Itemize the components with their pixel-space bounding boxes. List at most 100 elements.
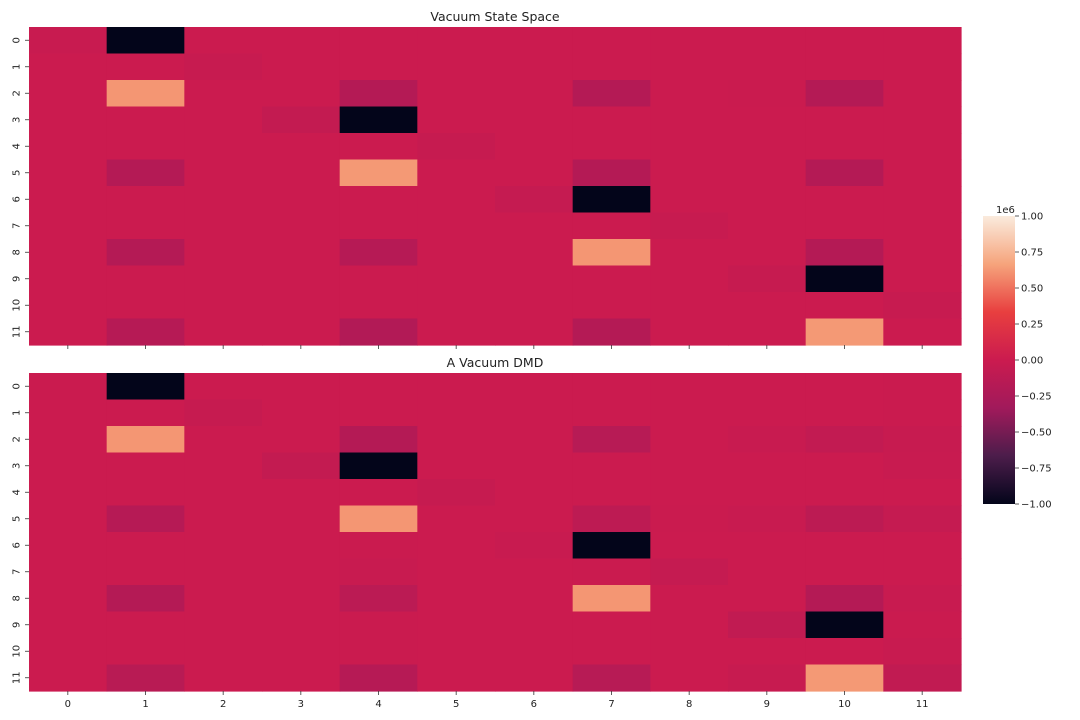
heatmap-cell: [728, 611, 807, 639]
heatmap-cell: [417, 532, 496, 560]
y-tick-label: 8: [12, 249, 23, 255]
y-tick-label: 7: [12, 223, 23, 229]
y-tick-label: 9: [12, 276, 23, 282]
heatmap-cell: [29, 292, 108, 320]
heatmap-cell: [262, 664, 341, 692]
heatmap-cell: [262, 638, 341, 666]
heatmap-cell: [650, 585, 729, 613]
heatmap-cell: [883, 80, 962, 108]
heatmap-cell: [572, 532, 651, 560]
heatmap-cell: [339, 133, 418, 161]
heatmap-cell: [184, 239, 263, 267]
heatmap-cell: [650, 53, 729, 81]
colorbar-tick-label: 0.75: [1021, 248, 1043, 259]
heatmap-cell: [728, 159, 807, 187]
heatmap-cell: [650, 505, 729, 533]
heatmap-cell: [184, 318, 263, 346]
heatmap-cell: [728, 133, 807, 161]
heatmap-cell: [29, 159, 108, 187]
heatmap-cell: [262, 532, 341, 560]
heatmap-cell: [262, 558, 341, 586]
heatmap-cell: [883, 479, 962, 507]
heatmap-cell: [650, 265, 729, 293]
y-tick-label: 3: [12, 117, 23, 123]
heatmap-cell: [572, 159, 651, 187]
x-tick-label: 0: [65, 699, 71, 710]
heatmap-cell: [495, 159, 574, 187]
heatmap-cell: [184, 558, 263, 586]
heatmap-cell: [106, 318, 185, 346]
heatmap-cell: [650, 399, 729, 427]
heatmap-cell: [339, 505, 418, 533]
heatmap-cell: [339, 426, 418, 454]
heatmap-cell: [883, 53, 962, 81]
heatmap-cell: [572, 186, 651, 214]
heatmap-cell: [650, 159, 729, 187]
heatmap-cell: [106, 265, 185, 293]
heatmap-cells: [29, 373, 962, 692]
heatmap-cell: [805, 239, 884, 267]
heatmap-cell: [572, 505, 651, 533]
heatmap-cell: [417, 265, 496, 293]
heatmap-cell: [106, 373, 185, 401]
heatmap-cell: [262, 27, 341, 55]
heatmap-cell: [262, 426, 341, 454]
y-tick-label: 5: [12, 516, 23, 522]
heatmap-cell: [106, 505, 185, 533]
heatmap-cell: [29, 479, 108, 507]
heatmap-cell: [572, 373, 651, 401]
heatmap-cell: [495, 399, 574, 427]
heatmap-cell: [29, 53, 108, 81]
heatmap-cell: [728, 27, 807, 55]
heatmap-cell: [417, 426, 496, 454]
heatmap-cell: [495, 239, 574, 267]
heatmap-cell: [184, 532, 263, 560]
heatmap-cell: [262, 159, 341, 187]
heatmap-cell: [417, 239, 496, 267]
heatmap-cell: [805, 611, 884, 639]
heatmap-cell: [29, 452, 108, 480]
heatmap-cell: [339, 532, 418, 560]
heatmap-cell: [262, 133, 341, 161]
heatmap-cell: [883, 186, 962, 214]
heatmap-cell: [106, 664, 185, 692]
heatmap-cell: [805, 212, 884, 240]
heatmap-cell: [883, 532, 962, 560]
x-tick-label: 2: [220, 699, 226, 710]
y-tick-label: 0: [12, 37, 23, 43]
heatmap-cell: [339, 27, 418, 55]
heatmap-cell: [805, 399, 884, 427]
heatmap-cell: [805, 426, 884, 454]
heatmap-cell: [106, 426, 185, 454]
heatmap-cell: [883, 133, 962, 161]
heatmap-cell: [572, 80, 651, 108]
heatmap-cell: [29, 426, 108, 454]
heatmap-cell: [184, 426, 263, 454]
colorbar-tick-label: −1.00: [1021, 500, 1052, 511]
heatmap-cell: [650, 27, 729, 55]
heatmap-cell: [728, 318, 807, 346]
heatmap-cell: [339, 159, 418, 187]
heatmap-cell: [650, 664, 729, 692]
heatmap-cell: [417, 133, 496, 161]
heatmap-cell: [883, 212, 962, 240]
heatmap-cell: [805, 80, 884, 108]
x-tick-label: 1: [142, 699, 148, 710]
heatmap-cell: [728, 532, 807, 560]
heatmap-cell: [805, 318, 884, 346]
heatmap-cell: [184, 265, 263, 293]
heatmap-cell: [728, 558, 807, 586]
heatmap-cell: [339, 53, 418, 81]
heatmap-cell: [339, 292, 418, 320]
heatmap-cell: [417, 212, 496, 240]
heatmap-cell: [262, 239, 341, 267]
heatmap-cell: [29, 239, 108, 267]
heatmap-cell: [572, 611, 651, 639]
colorbar-tick-label: 0.25: [1021, 320, 1043, 331]
heatmap-cell: [728, 426, 807, 454]
heatmap-cell: [184, 505, 263, 533]
heatmap-cell: [417, 106, 496, 134]
colorbar: 1e6 1.00 0.75 0.50 0.25 0.00 −0.25 −0.50 −0.75 −…: [983, 205, 1052, 511]
heatmap-cell: [650, 318, 729, 346]
heatmap-cell: [417, 53, 496, 81]
